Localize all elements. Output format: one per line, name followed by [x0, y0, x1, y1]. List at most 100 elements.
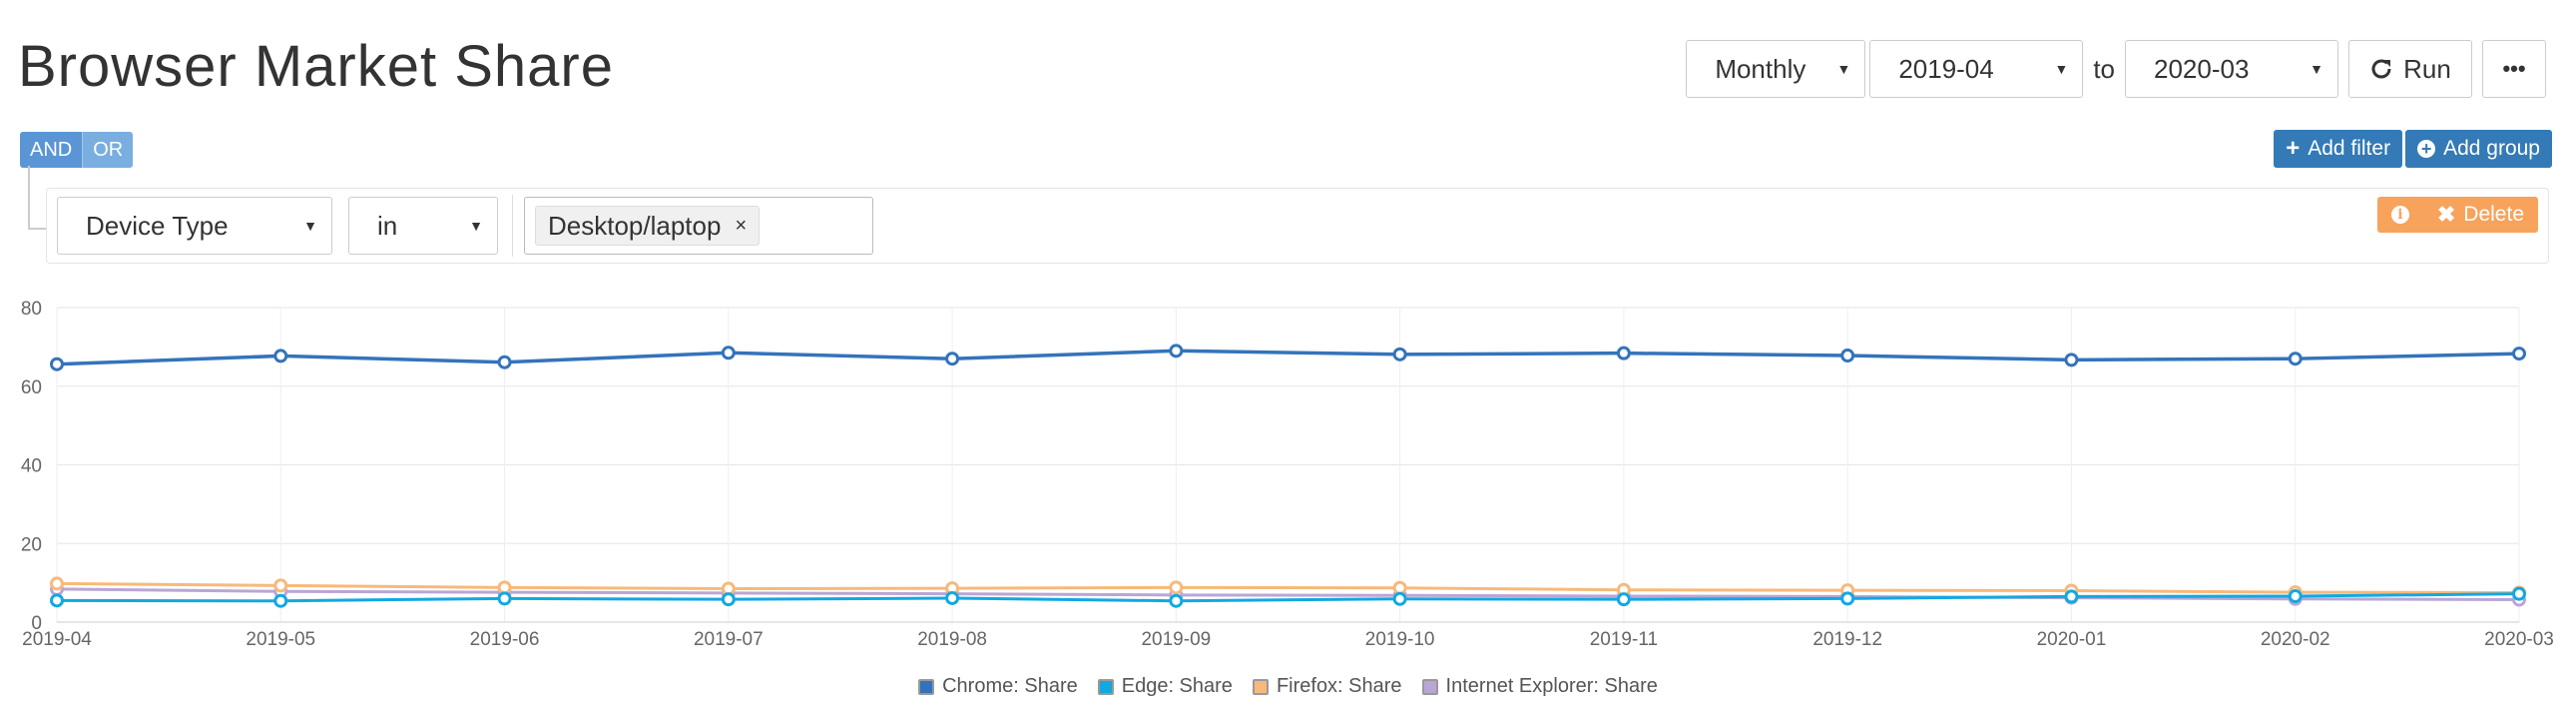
x-tick-label: 2019-04	[22, 629, 92, 650]
data-point	[2512, 586, 2526, 601]
legend-swatch	[918, 678, 935, 695]
from-date-value: 2019-04	[1898, 53, 1994, 84]
data-point	[497, 580, 512, 595]
operator-select[interactable]: in ▼	[348, 197, 498, 255]
legend-label: Edge: Share	[1121, 675, 1233, 697]
period-select[interactable]: Monthly ▼	[1686, 40, 1866, 98]
data-point	[273, 349, 288, 363]
data-point	[1840, 591, 1855, 606]
legend-item[interactable]: Internet Explorer: Share	[1421, 675, 1658, 698]
x-tick-label: 2019-07	[694, 629, 764, 650]
legend-item[interactable]: Edge: Share	[1097, 675, 1233, 698]
data-point	[2064, 353, 2079, 367]
x-tick-label: 2020-03	[2484, 629, 2554, 650]
x-tick-label: 2019-06	[470, 629, 540, 650]
rule-connector	[28, 166, 48, 230]
refresh-icon	[2371, 59, 2391, 79]
page-title: Browser Market Share	[18, 34, 614, 99]
line-chart: 0 20 40 60 80 2019-04 2019-05 2019-06 2019-07 201…	[21, 299, 2554, 650]
field-value: Device Type	[86, 210, 229, 241]
from-date-select[interactable]: 2019-04 ▼	[1869, 40, 2084, 98]
remove-tag-icon[interactable]: ×	[735, 214, 748, 237]
x-tick-label: 2020-01	[2037, 629, 2107, 650]
caret-down-icon: ▼	[2054, 61, 2069, 77]
data-point	[497, 355, 512, 369]
x-tick-label: 2020-02	[2261, 629, 2330, 650]
legend-swatch	[1421, 678, 1438, 695]
x-tick-label: 2019-08	[917, 629, 987, 650]
data-point	[1169, 593, 1184, 608]
or-button[interactable]: OR	[83, 132, 134, 168]
legend-item[interactable]: Firefox: Share	[1252, 675, 1402, 698]
plus-circle-icon: +	[2417, 140, 2436, 158]
to-date-value: 2020-03	[2154, 53, 2250, 84]
data-point	[945, 352, 960, 366]
data-point	[2512, 347, 2526, 361]
add-group-button[interactable]: + Add group	[2405, 130, 2552, 168]
x-tick-label: 2019-11	[1590, 629, 1658, 650]
data-point	[1392, 591, 1407, 606]
add-group-label: Add group	[2443, 137, 2540, 160]
data-point	[50, 357, 64, 371]
add-filter-label: Add filter	[2308, 137, 2391, 160]
y-tick-label: 20	[21, 534, 42, 555]
run-button[interactable]: Run	[2348, 40, 2472, 98]
caret-down-icon: ▼	[1836, 61, 1851, 77]
data-point	[50, 576, 64, 591]
ellipsis-icon: •••	[2502, 56, 2526, 81]
operator-value: in	[377, 210, 398, 241]
series-line-2	[56, 581, 2520, 594]
legend-swatch	[1252, 678, 1269, 695]
rule-actions: i ✖ Delete	[2376, 197, 2538, 233]
delete-button[interactable]: ✖ Delete	[2422, 197, 2538, 233]
caret-down-icon: ▼	[2310, 61, 2323, 77]
more-button[interactable]: •••	[2482, 40, 2546, 98]
y-tick-label: 80	[21, 299, 42, 320]
x-tick-label: 2019-10	[1365, 629, 1435, 650]
series-line-0	[56, 349, 2520, 366]
field-select[interactable]: Device Type ▼	[57, 197, 332, 255]
legend-swatch	[1097, 678, 1114, 695]
data-point	[945, 590, 960, 605]
data-point	[1616, 346, 1631, 360]
data-point	[1840, 349, 1855, 363]
data-point	[1392, 580, 1407, 595]
data-point	[273, 593, 288, 608]
value-input[interactable]: Desktop/laptop ×	[524, 197, 873, 255]
and-button[interactable]: AND	[20, 132, 84, 168]
y-tick-label: 60	[21, 377, 42, 398]
data-point	[273, 578, 288, 593]
data-point	[50, 593, 64, 608]
close-icon: ✖	[2436, 202, 2456, 227]
y-tick-label: 40	[21, 456, 42, 477]
legend-item[interactable]: Chrome: Share	[918, 675, 1078, 698]
legend-label: Chrome: Share	[942, 675, 1078, 697]
value-tag: Desktop/laptop ×	[535, 206, 761, 246]
y-tick-label: 0	[31, 613, 42, 634]
divider	[512, 195, 513, 257]
add-buttons: + Add filter + Add group	[2274, 130, 2552, 168]
plus-icon: +	[2286, 135, 2301, 162]
data-point	[721, 592, 736, 607]
chart-legend: Chrome: Share Edge: Share Firefox: Share In…	[0, 675, 2576, 698]
series-line-1	[56, 592, 2520, 603]
legend-label: Firefox: Share	[1276, 675, 1402, 697]
data-point	[1616, 592, 1631, 607]
data-point	[1169, 344, 1184, 359]
data-point	[1392, 347, 1407, 361]
legend-label: Internet Explorer: Share	[1445, 675, 1658, 697]
data-point	[2288, 352, 2303, 366]
x-tick-label: 2019-09	[1141, 629, 1211, 650]
info-button[interactable]: i	[2376, 197, 2423, 233]
caret-down-icon: ▼	[303, 218, 317, 234]
to-label: to	[2093, 53, 2115, 84]
value-tag-label: Desktop/laptop	[548, 210, 722, 241]
x-tick-label: 2019-12	[1812, 629, 1882, 650]
toolbar: Monthly ▼ 2019-04 ▼ to 2020-03 ▼ Run •••	[1686, 38, 2546, 100]
data-point	[721, 346, 736, 360]
to-date-select[interactable]: 2020-03 ▼	[2125, 40, 2338, 98]
delete-label: Delete	[2463, 203, 2524, 226]
add-filter-button[interactable]: + Add filter	[2274, 130, 2403, 168]
data-point	[1169, 580, 1184, 595]
